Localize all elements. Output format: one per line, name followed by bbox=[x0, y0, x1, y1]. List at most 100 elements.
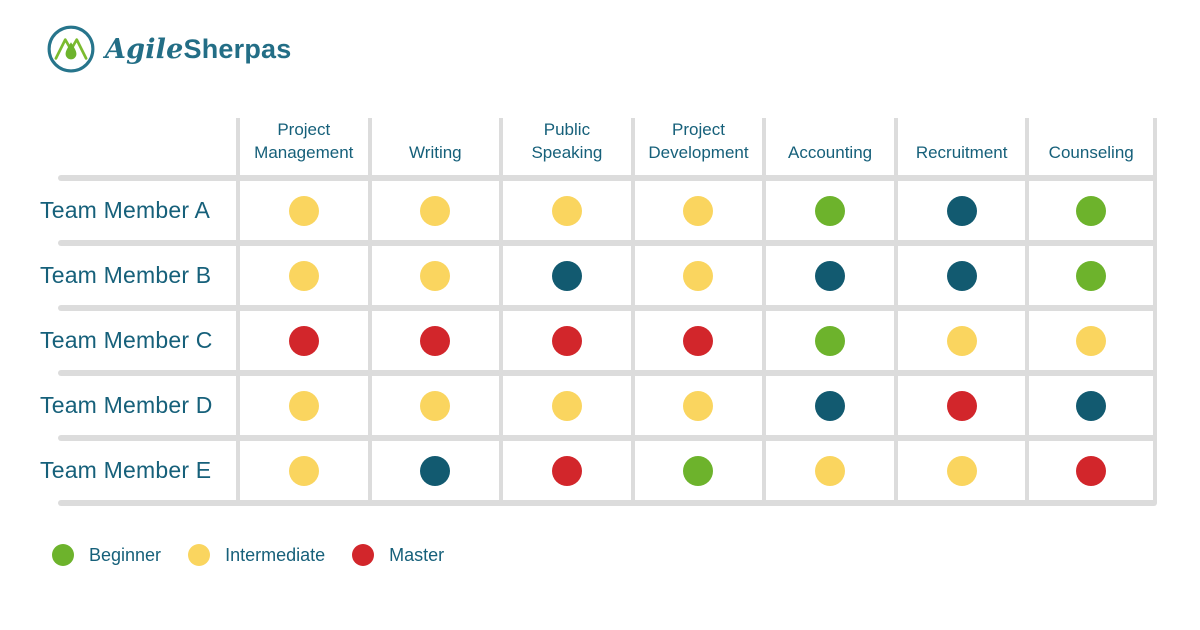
skills-matrix: Project Management Writing Public Speaking… bbox=[40, 118, 1157, 506]
skill-dot-red bbox=[946, 390, 977, 421]
skill-dot-yellow bbox=[420, 260, 451, 291]
skill-dot-red bbox=[1076, 455, 1107, 486]
skill-cell bbox=[499, 373, 631, 438]
skill-dot-yellow bbox=[551, 390, 582, 421]
skill-cell bbox=[236, 438, 368, 503]
legend-label: Intermediate bbox=[225, 544, 326, 565]
legend-dot-yellow bbox=[188, 544, 211, 566]
brand-wordmark: AgileSherpas bbox=[105, 34, 291, 65]
skills-grid: Project Management Writing Public Speaking… bbox=[40, 118, 1157, 503]
skill-cell bbox=[630, 178, 763, 243]
column-header: Project Management bbox=[236, 118, 368, 178]
skill-cell bbox=[1025, 178, 1157, 243]
skill-cell bbox=[630, 243, 763, 308]
skill-cell bbox=[499, 438, 631, 503]
skill-dot-teal bbox=[815, 390, 846, 421]
skill-cell bbox=[499, 308, 631, 373]
skill-cell bbox=[630, 373, 763, 438]
skill-cell bbox=[1025, 308, 1157, 373]
skill-cell bbox=[236, 243, 368, 308]
skill-cell bbox=[499, 178, 631, 243]
skill-dot-green bbox=[815, 195, 846, 226]
skill-cell bbox=[367, 373, 500, 438]
skill-dot-teal bbox=[946, 195, 977, 226]
agilesherpas-logo: AgileSherpas bbox=[46, 24, 291, 74]
skill-cell bbox=[893, 178, 1026, 243]
legend-item: Intermediate bbox=[188, 544, 325, 566]
skill-cell bbox=[630, 438, 763, 503]
column-header: Recruitment bbox=[893, 118, 1026, 178]
row-divider bbox=[58, 435, 1157, 441]
row-divider bbox=[58, 500, 1157, 506]
skill-dot-yellow bbox=[288, 455, 319, 486]
skill-cell bbox=[1025, 438, 1157, 503]
skill-dot-teal bbox=[420, 455, 451, 486]
skill-dot-yellow bbox=[946, 455, 977, 486]
skill-dot-green bbox=[1076, 260, 1107, 291]
agilesherpas-logo-icon bbox=[47, 25, 95, 73]
skill-dot-yellow bbox=[288, 195, 319, 226]
skill-dot-red bbox=[420, 325, 451, 356]
column-header: Writing bbox=[367, 118, 500, 178]
skill-dot-yellow bbox=[551, 195, 582, 226]
skill-cell bbox=[499, 243, 631, 308]
skill-cell bbox=[367, 308, 500, 373]
skill-dot-yellow bbox=[683, 260, 714, 291]
skill-dot-green bbox=[1076, 195, 1107, 226]
skill-cell bbox=[1025, 243, 1157, 308]
skill-dot-yellow bbox=[683, 195, 714, 226]
column-header: Counseling bbox=[1025, 118, 1157, 178]
skill-cell bbox=[762, 178, 894, 243]
skill-dot-yellow bbox=[420, 390, 451, 421]
skill-cell bbox=[893, 243, 1026, 308]
skill-dot-yellow bbox=[815, 455, 846, 486]
skill-cell bbox=[893, 308, 1026, 373]
brand-agile: Agile bbox=[105, 33, 184, 65]
legend-label: Beginner bbox=[89, 544, 162, 565]
row-label: Team Member A bbox=[40, 197, 211, 223]
skill-cell bbox=[630, 308, 763, 373]
legend-dot-green bbox=[52, 544, 74, 566]
skill-dot-red bbox=[288, 325, 319, 356]
skill-dot-red bbox=[683, 325, 714, 356]
legend-dot-red bbox=[352, 544, 375, 566]
skill-dot-teal bbox=[815, 260, 846, 291]
skill-cell bbox=[236, 308, 368, 373]
skill-dot-red bbox=[551, 325, 582, 356]
skill-cell bbox=[762, 243, 894, 308]
skill-dot-teal bbox=[1076, 390, 1107, 421]
skill-dot-green bbox=[815, 325, 846, 356]
row-label: Team Member C bbox=[40, 327, 213, 353]
skill-level-legend: Beginner Intermediate Master bbox=[52, 544, 444, 566]
skill-cell bbox=[762, 373, 894, 438]
skill-cell bbox=[367, 178, 500, 243]
column-header: Project Development bbox=[630, 118, 763, 178]
row-divider bbox=[58, 175, 1157, 181]
brand-sherpas: Sherpas bbox=[183, 33, 292, 64]
row-divider bbox=[58, 370, 1157, 376]
skill-dot-yellow bbox=[1076, 325, 1107, 356]
skill-cell bbox=[893, 373, 1026, 438]
row-label: Team Member E bbox=[40, 457, 212, 483]
row-divider bbox=[58, 305, 1157, 311]
skill-cell bbox=[367, 438, 500, 503]
skill-dot-yellow bbox=[946, 325, 977, 356]
skill-cell bbox=[762, 438, 894, 503]
skill-dot-yellow bbox=[683, 390, 714, 421]
skill-dot-teal bbox=[551, 260, 582, 291]
skill-dot-yellow bbox=[288, 390, 319, 421]
skill-dot-teal bbox=[946, 260, 977, 291]
skill-cell bbox=[893, 438, 1026, 503]
matrix-corner-spacer bbox=[40, 118, 236, 178]
skill-cell bbox=[1025, 373, 1157, 438]
legend-item: Master bbox=[352, 544, 444, 566]
column-header: Public Speaking bbox=[499, 118, 631, 178]
skill-cell bbox=[236, 178, 368, 243]
skill-cell bbox=[236, 373, 368, 438]
row-divider bbox=[58, 240, 1157, 246]
row-label: Team Member B bbox=[40, 262, 212, 288]
column-header: Accounting bbox=[762, 118, 894, 178]
row-label: Team Member D bbox=[40, 392, 213, 418]
legend-item: Beginner bbox=[52, 544, 161, 566]
